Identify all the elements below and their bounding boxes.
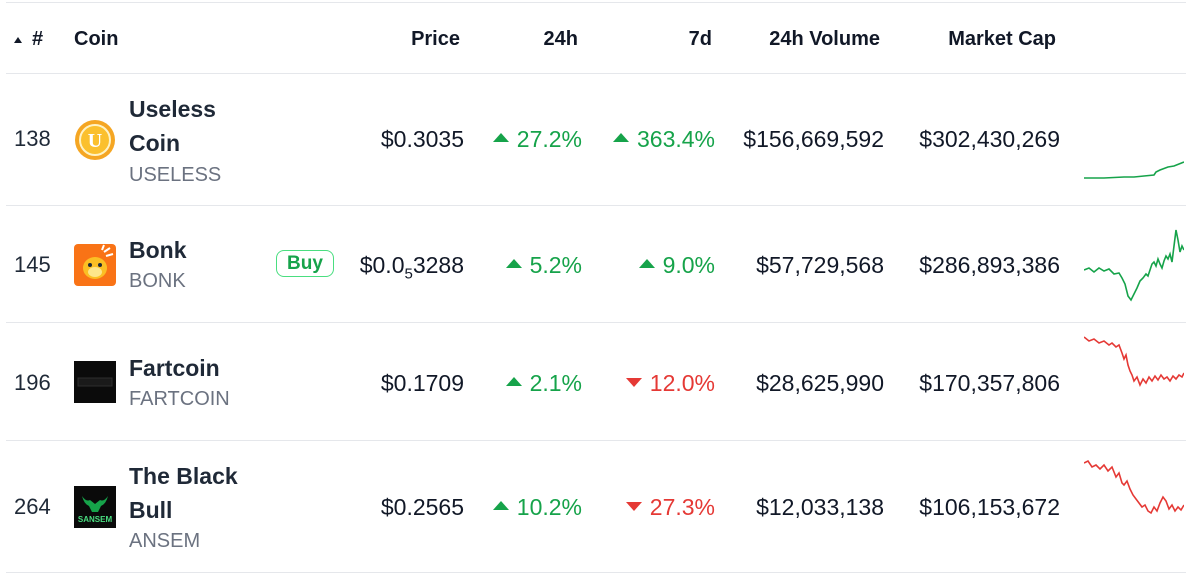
- coin-volume: $156,669,592: [743, 126, 884, 152]
- coin-market-cap: $170,357,806: [919, 370, 1060, 396]
- coin-volume: $57,729,568: [756, 252, 884, 278]
- coin-symbol: BONK: [129, 270, 186, 292]
- coin-name[interactable]: Fartcoin: [129, 355, 220, 381]
- header-24h[interactable]: 24h: [543, 28, 578, 50]
- triangle-up-icon: [612, 133, 629, 143]
- bonk-logo-icon: [74, 244, 116, 286]
- coin-name-line1: Useless: [129, 96, 216, 122]
- coin-market-cap: $106,153,672: [919, 494, 1060, 520]
- triangle-up-icon: [492, 133, 509, 143]
- header-price[interactable]: Price: [411, 28, 460, 50]
- row-divider: [6, 322, 1186, 323]
- coin-name-line2: Bull: [129, 497, 173, 523]
- table-row[interactable]: 138 U Useless Coin USELESS $0.3035 27.2%…: [0, 74, 1200, 205]
- triangle-up-icon: [505, 259, 522, 269]
- header-24h-volume[interactable]: 24h Volume: [769, 28, 880, 50]
- coin-rank: 138: [14, 126, 51, 151]
- sparkline-7d: [1084, 459, 1184, 515]
- row-divider: [6, 205, 1186, 206]
- change-24h: 10.2%: [470, 494, 582, 521]
- table-row[interactable]: 145 Bonk BONK Buy $0.053288 5.2% 9.0% $5…: [0, 206, 1200, 322]
- triangle-down-icon: [625, 378, 642, 388]
- coin-name[interactable]: Bonk: [129, 237, 187, 263]
- sparkline-7d: [1084, 229, 1184, 302]
- triangle-down-icon: [625, 502, 642, 512]
- coin-price: $0.1709: [380, 370, 464, 396]
- coin-name-line2: Coin: [129, 130, 181, 156]
- table-row[interactable]: 196 Fartcoin FARTCOIN $0.1709 2.1% 12.0%…: [0, 323, 1200, 440]
- buy-button[interactable]: Buy: [276, 250, 334, 277]
- coin-price: $0.2565: [380, 494, 464, 520]
- header-rank[interactable]: #: [32, 28, 44, 50]
- coin-rank: 145: [14, 252, 51, 277]
- header-market-cap[interactable]: Market Cap: [948, 28, 1056, 50]
- svg-text:SANSEM: SANSEM: [78, 515, 113, 524]
- useless-coin-logo-icon: U: [75, 120, 115, 160]
- change-24h: 27.2%: [470, 126, 582, 153]
- coin-market-cap: $286,893,386: [919, 252, 1060, 278]
- coin-price: $0.053288: [359, 252, 464, 283]
- coin-symbol: FARTCOIN: [129, 388, 230, 410]
- coin-volume: $28,625,990: [756, 370, 884, 396]
- coin-name[interactable]: Useless Coin: [129, 92, 216, 160]
- change-24h: 5.2%: [470, 252, 582, 279]
- coin-symbol: USELESS: [129, 164, 222, 186]
- coin-price: $0.3035: [380, 126, 464, 152]
- change-7d: 12.0%: [585, 370, 715, 397]
- change-24h: 2.1%: [470, 370, 582, 397]
- row-divider: [6, 440, 1186, 441]
- black-bull-logo-icon: SANSEM: [74, 486, 116, 528]
- coin-rank: 264: [14, 494, 51, 519]
- triangle-up-icon: [505, 377, 522, 387]
- svg-text:U: U: [88, 130, 102, 152]
- coin-name[interactable]: The Black Bull: [129, 459, 238, 527]
- change-7d: 27.3%: [585, 494, 715, 521]
- triangle-up-icon: [638, 259, 655, 269]
- coin-volume: $12,033,138: [756, 494, 884, 520]
- header-7d[interactable]: 7d: [688, 28, 712, 50]
- header-divider: [6, 73, 1186, 74]
- change-7d: 363.4%: [585, 126, 715, 153]
- header-coin[interactable]: Coin: [74, 28, 119, 50]
- top-border: [6, 2, 1186, 3]
- coin-market-cap: $302,430,269: [919, 126, 1060, 152]
- sort-triangle-up-icon[interactable]: [14, 37, 22, 43]
- row-divider: [6, 572, 1186, 573]
- coin-symbol: ANSEM: [129, 530, 201, 552]
- sparkline-7d: [1084, 161, 1184, 179]
- fartcoin-logo-icon: [74, 361, 116, 403]
- table-row[interactable]: 264 SANSEM The Black Bull ANSEM $0.2565 …: [0, 441, 1200, 572]
- sparkline-7d: [1084, 336, 1184, 387]
- change-7d: 9.0%: [585, 252, 715, 279]
- triangle-up-icon: [492, 501, 509, 511]
- coin-name-line1: The Black: [129, 463, 238, 489]
- coin-rank: 196: [14, 370, 51, 395]
